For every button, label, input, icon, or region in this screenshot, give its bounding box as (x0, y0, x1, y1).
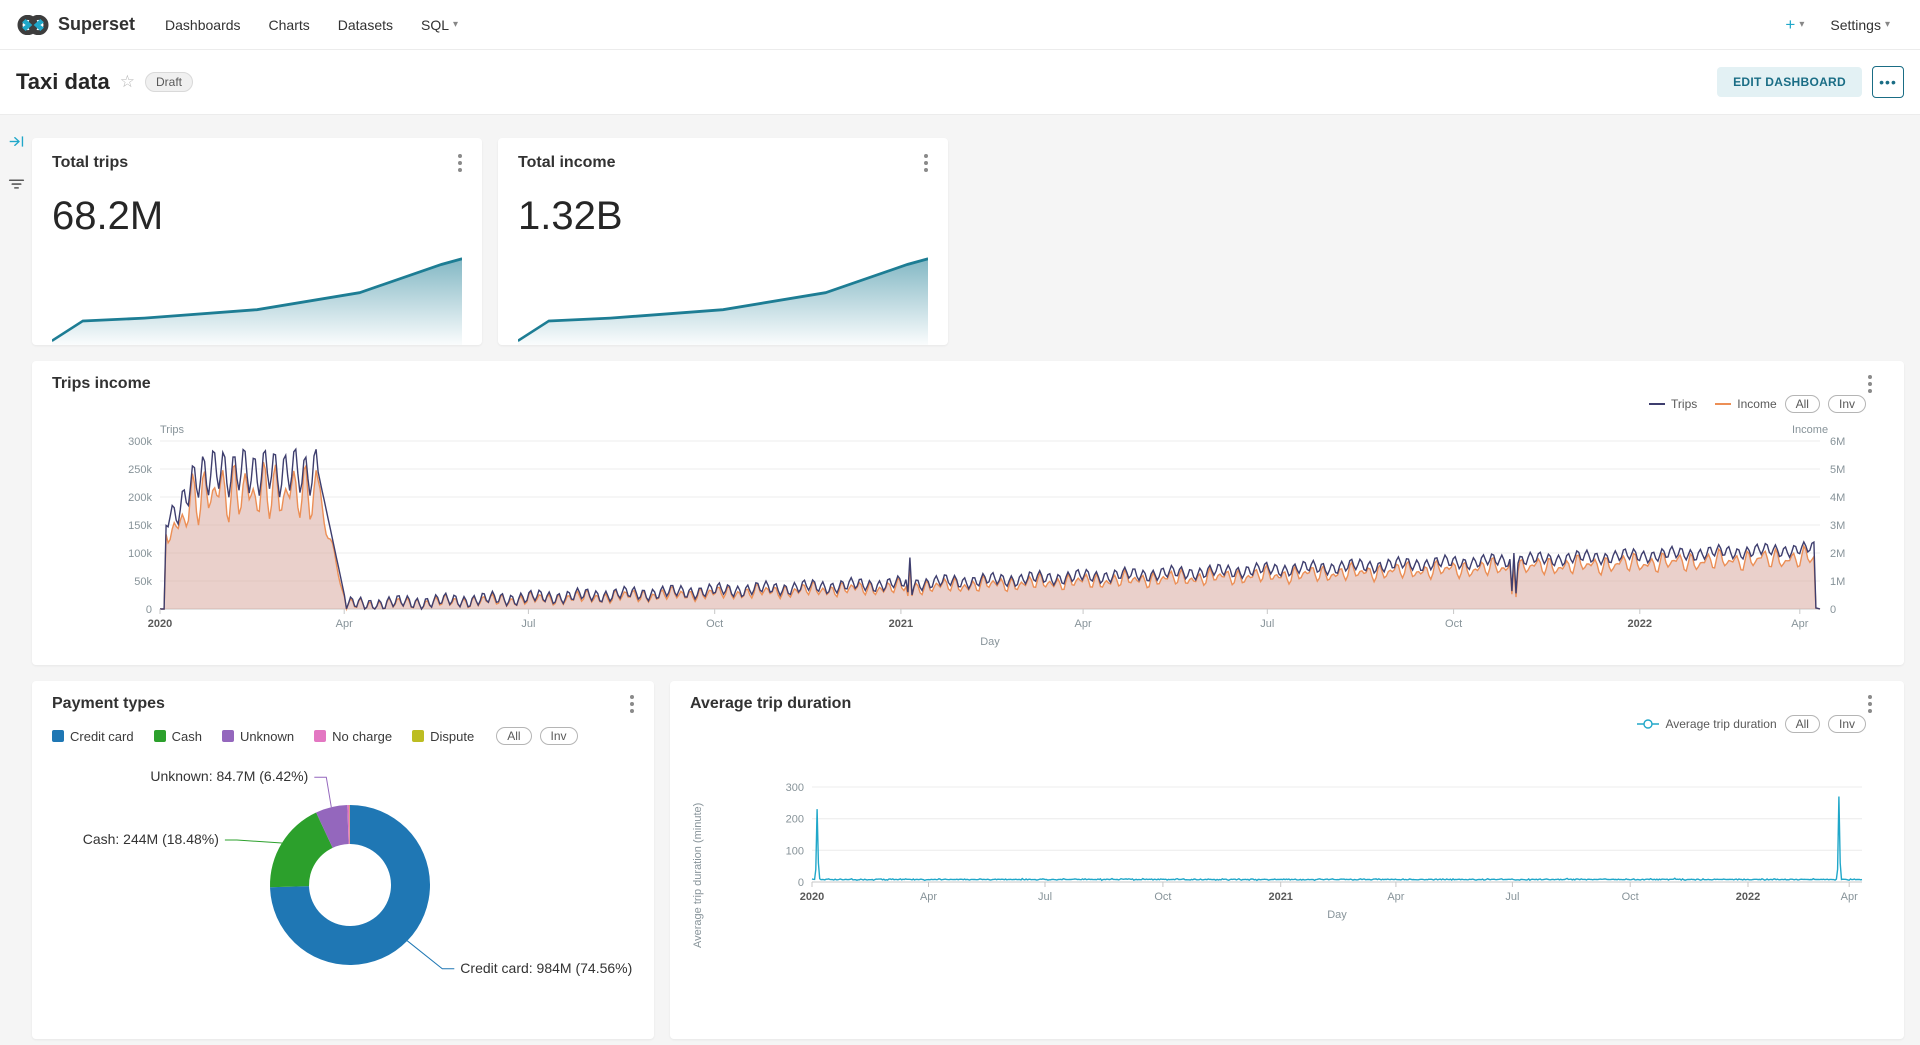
svg-text:1M: 1M (1830, 576, 1845, 588)
svg-text:Apr: Apr (336, 618, 353, 630)
svg-text:0: 0 (1830, 604, 1836, 616)
svg-text:3M: 3M (1830, 520, 1845, 532)
svg-text:300: 300 (786, 782, 804, 794)
svg-text:2022: 2022 (1736, 891, 1760, 903)
svg-text:Income: Income (1792, 424, 1828, 436)
svg-text:Trips: Trips (160, 424, 185, 436)
svg-text:200: 200 (786, 814, 804, 826)
svg-text:Day: Day (1327, 909, 1347, 921)
svg-text:6M: 6M (1830, 436, 1845, 448)
svg-text:Credit card: 984M (74.56%): Credit card: 984M (74.56%) (460, 960, 632, 976)
svg-text:0: 0 (146, 604, 152, 616)
svg-text:150k: 150k (128, 520, 152, 532)
svg-text:4M: 4M (1830, 492, 1845, 504)
svg-text:Cash: 244M (18.48%): Cash: 244M (18.48%) (83, 831, 219, 847)
svg-text:2020: 2020 (148, 618, 172, 630)
svg-text:2020: 2020 (800, 891, 824, 903)
svg-text:2M: 2M (1830, 548, 1845, 560)
svg-text:Jul: Jul (1260, 618, 1274, 630)
svg-text:100k: 100k (128, 548, 152, 560)
svg-text:2021: 2021 (1268, 891, 1292, 903)
svg-text:Oct: Oct (706, 618, 723, 630)
svg-text:50k: 50k (134, 576, 152, 588)
svg-text:0: 0 (798, 877, 804, 889)
svg-text:200k: 200k (128, 492, 152, 504)
svg-text:Apr: Apr (1075, 618, 1092, 630)
svg-text:2022: 2022 (1628, 618, 1652, 630)
svg-text:Apr: Apr (920, 891, 937, 903)
svg-text:2021: 2021 (889, 618, 913, 630)
svg-text:100: 100 (786, 845, 804, 857)
svg-text:Apr: Apr (1841, 891, 1858, 903)
svg-text:250k: 250k (128, 464, 152, 476)
svg-text:300k: 300k (128, 436, 152, 448)
svg-text:Unknown: 84.7M (6.42%): Unknown: 84.7M (6.42%) (150, 768, 308, 784)
svg-text:Oct: Oct (1445, 618, 1462, 630)
svg-text:Apr: Apr (1791, 618, 1808, 630)
svg-text:Day: Day (980, 636, 1000, 648)
svg-text:Jul: Jul (1038, 891, 1052, 903)
svg-text:Jul: Jul (1505, 891, 1519, 903)
svg-text:Jul: Jul (521, 618, 535, 630)
svg-text:Apr: Apr (1387, 891, 1404, 903)
svg-text:Oct: Oct (1622, 891, 1639, 903)
svg-text:5M: 5M (1830, 464, 1845, 476)
svg-text:Oct: Oct (1154, 891, 1171, 903)
